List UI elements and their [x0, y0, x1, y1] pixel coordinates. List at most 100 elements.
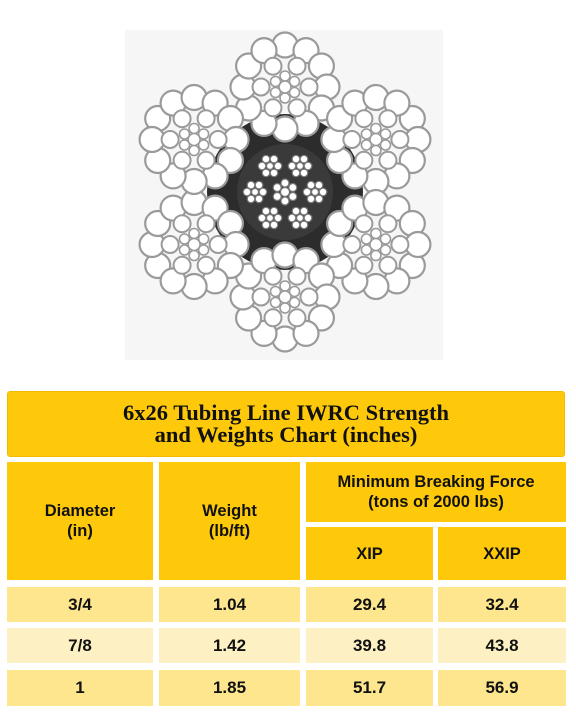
- core-wire: [269, 206, 279, 216]
- strand-wire: [269, 296, 282, 309]
- strand-wire: [197, 139, 210, 151]
- strand-wire: [354, 109, 374, 129]
- core-wire: [295, 213, 305, 223]
- strand-wire: [251, 77, 271, 97]
- core-wire: [269, 154, 279, 164]
- strand-wire: [196, 109, 216, 129]
- core-wire: [306, 180, 316, 190]
- core-wire: [246, 180, 256, 190]
- table-row-2-weight: 1.42: [159, 628, 300, 663]
- strand-wire: [379, 233, 392, 245]
- core-wire: [291, 220, 301, 230]
- strand-wire: [160, 130, 180, 149]
- strand-wire: [287, 308, 307, 328]
- strand-wire: [383, 89, 411, 117]
- strand-wire: [379, 139, 392, 151]
- strand-wire: [188, 122, 200, 135]
- strand-wire: [178, 244, 191, 256]
- strand-wire: [370, 122, 382, 135]
- core-wire: [261, 220, 271, 230]
- strand-wire: [196, 214, 216, 234]
- core-wire: [272, 182, 282, 193]
- strand-wire: [378, 150, 398, 170]
- table-row-1-xip: 29.4: [306, 587, 433, 622]
- core-wire: [246, 194, 256, 204]
- table-row-2-xip: 39.8: [306, 628, 433, 663]
- core-wire: [254, 194, 264, 204]
- strand-wire: [196, 255, 216, 275]
- strand-wire: [370, 144, 382, 157]
- strand-wire: [263, 266, 283, 286]
- strand-wire: [279, 70, 291, 82]
- strand-wire: [288, 86, 301, 99]
- core-wire: [291, 154, 301, 164]
- strand-wire: [279, 92, 291, 104]
- strand-wire: [288, 75, 301, 88]
- header-diameter: Diameter (in): [7, 462, 153, 580]
- core-wire: [269, 168, 279, 178]
- strand-wire: [208, 130, 228, 149]
- core-wire: [303, 213, 313, 223]
- strand-center-wire: [369, 132, 383, 147]
- core-wire: [299, 154, 309, 164]
- strand-wire: [279, 302, 291, 314]
- table-row-2-xxip: 43.8: [438, 628, 566, 663]
- core-wire: [303, 161, 313, 171]
- strand-wire: [292, 319, 320, 347]
- header-diameter-unit: (in): [67, 522, 93, 540]
- strand-center-wire: [187, 132, 201, 147]
- strand-wire: [378, 109, 398, 129]
- strand-wire: [196, 150, 216, 170]
- strand-wire: [172, 150, 192, 170]
- strand-wire: [197, 244, 210, 256]
- strand-wire: [197, 128, 210, 140]
- strand-wire: [342, 130, 362, 149]
- strand-wire: [269, 285, 282, 298]
- strand-wire: [379, 128, 392, 140]
- core-wire: [250, 187, 260, 197]
- core-wire: [310, 187, 320, 197]
- strand-wire: [263, 56, 283, 76]
- table-row-1-xxip: 32.4: [438, 587, 566, 622]
- core-wire: [254, 180, 264, 190]
- strand-wire: [354, 255, 374, 275]
- core-wire: [318, 187, 328, 197]
- header-mbf-label: Minimum Breaking Force: [337, 473, 535, 491]
- strand-wire: [172, 255, 192, 275]
- core-wire: [306, 194, 316, 204]
- strand-wire: [208, 235, 228, 254]
- strand-wire: [378, 255, 398, 275]
- strand-wire: [370, 227, 382, 240]
- core-wire: [299, 168, 309, 178]
- strand-wire: [299, 287, 319, 307]
- core-wire: [280, 178, 290, 188]
- strand-wire: [269, 86, 282, 99]
- core-wire: [291, 168, 301, 178]
- strand-wire: [279, 280, 291, 292]
- strand-wire: [288, 296, 301, 309]
- strand-wire: [360, 139, 373, 151]
- strand-wire: [172, 109, 192, 129]
- strand-wire: [188, 144, 200, 157]
- core-wire: [291, 206, 301, 216]
- core-wire: [257, 161, 267, 171]
- header-min-breaking-force: Minimum Breaking Force (tons of 2000 lbs…: [306, 462, 566, 522]
- core-wire: [295, 161, 305, 171]
- core-wire: [288, 182, 298, 193]
- strand-wire: [287, 56, 307, 76]
- core-wire: [287, 213, 297, 223]
- strand-wire: [188, 227, 200, 240]
- strand-wire: [354, 214, 374, 234]
- wire-rope-cross-section-image: [138, 31, 432, 353]
- header-weight-unit: (lb/ft): [208, 522, 251, 540]
- table-title-line-1: 6x26 Tubing Line IWRC Strength: [123, 400, 449, 425]
- strand-wire: [370, 249, 382, 262]
- strand-wire: [250, 36, 278, 65]
- strand-wire: [390, 130, 410, 149]
- table-row-3-diameter: 1: [7, 670, 153, 706]
- core-wire: [288, 191, 298, 202]
- core-wire: [261, 206, 271, 216]
- strand-wire: [299, 77, 319, 97]
- strand-wire: [390, 235, 410, 254]
- header-mbf-unit: (tons of 2000 lbs): [368, 493, 504, 511]
